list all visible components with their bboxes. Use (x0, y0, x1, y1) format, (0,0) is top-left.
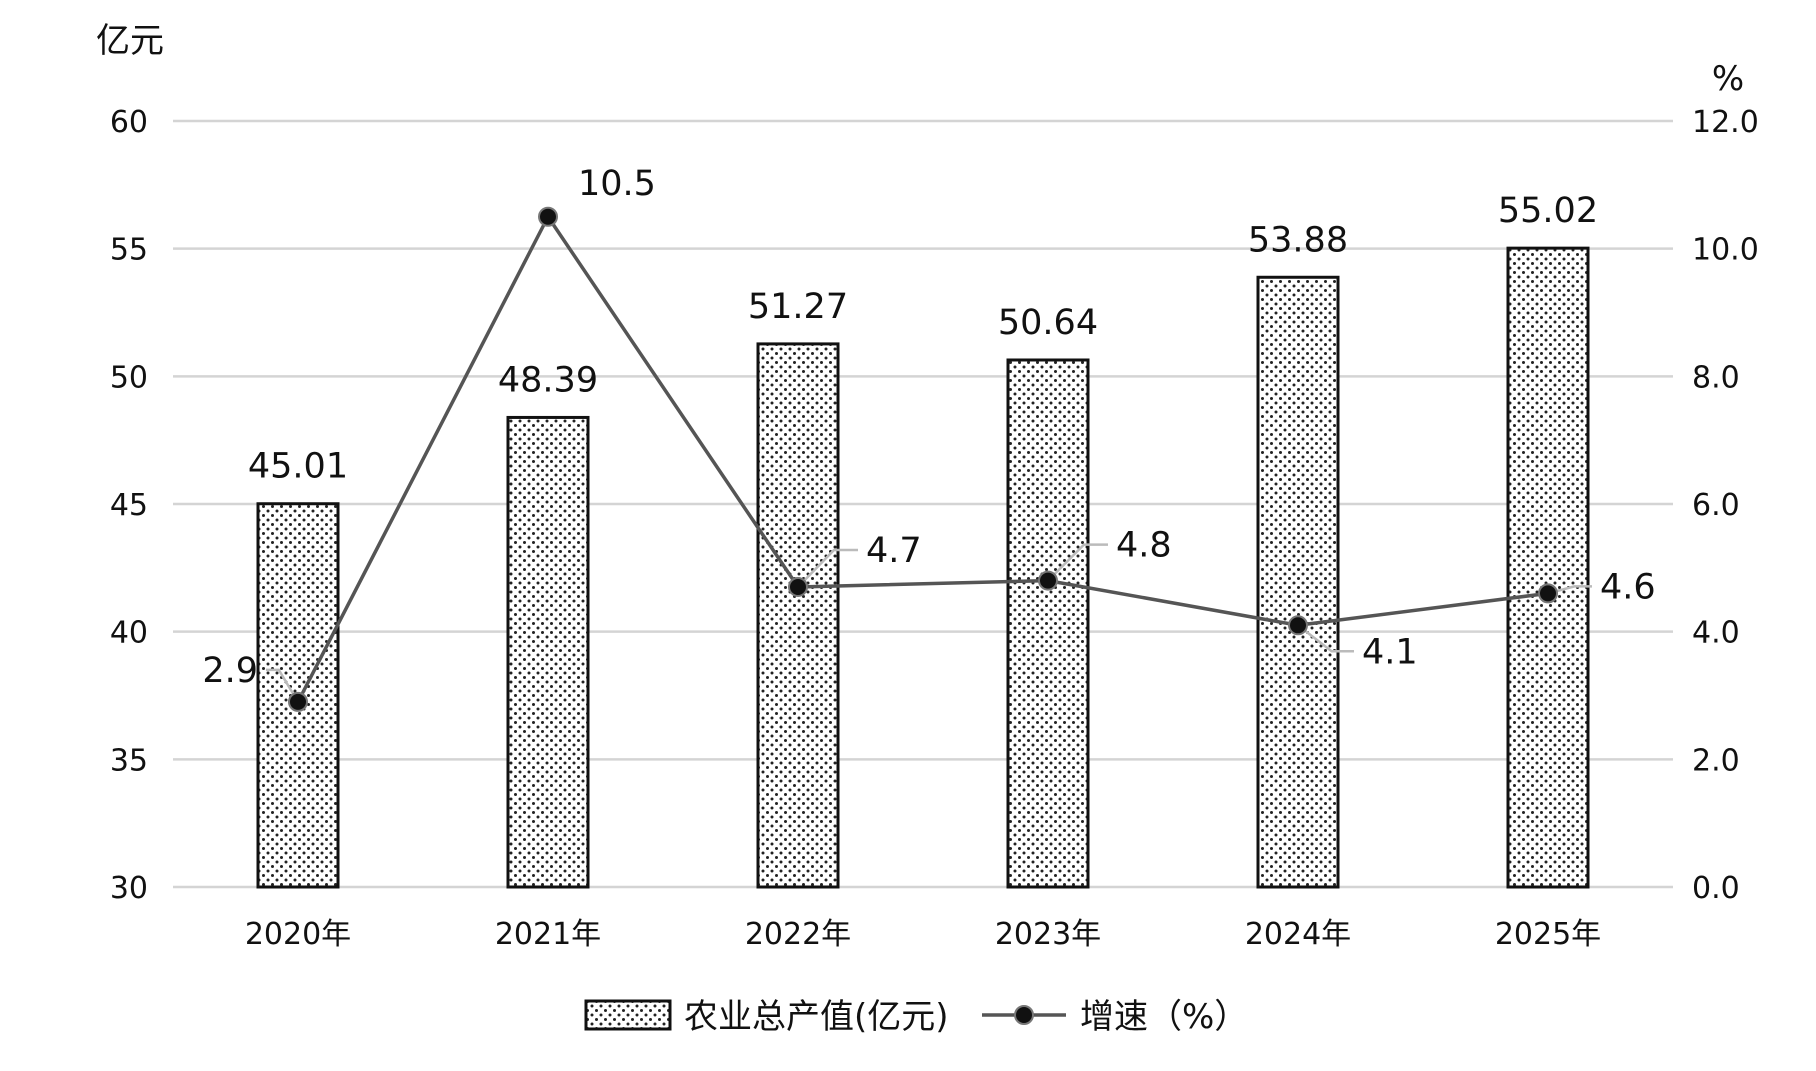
bar (1256, 275, 1340, 889)
bar-value-label: 53.88 (1248, 220, 1348, 260)
bar-value-label: 51.27 (748, 287, 848, 327)
right-tick-label: 8.0 (1692, 360, 1740, 395)
growth-marker (1538, 583, 1558, 604)
growth-marker (1038, 570, 1058, 591)
legend-line-label: 增速（%） (1080, 997, 1248, 1037)
gridlines (173, 119, 1673, 889)
legend: 农业总产值(亿元) 增速（%） (584, 997, 1248, 1037)
bar (756, 342, 840, 889)
left-axis-ticks: 30 35 40 45 50 55 60 (110, 105, 148, 906)
growth-value-label: 4.8 (1116, 526, 1172, 566)
x-tick-label: 2023年 (995, 917, 1101, 952)
left-axis-title: 亿元 (96, 21, 164, 61)
bar-series (256, 246, 1590, 889)
legend-bar-label: 农业总产值(亿元) (684, 997, 949, 1037)
right-tick-label: 12.0 (1692, 105, 1759, 140)
leader-line (266, 668, 300, 703)
growth-line-series (266, 206, 1592, 712)
growth-value-label: 4.6 (1600, 567, 1656, 607)
right-tick-label: 0.0 (1692, 871, 1740, 906)
x-tick-label: 2021年 (495, 917, 601, 952)
data-labels: 45.01 48.39 51.27 50.64 53.88 55.02 2.9 10.5 4.7… (202, 164, 1655, 691)
left-tick-label: 50 (110, 360, 148, 395)
bar (1506, 246, 1590, 889)
growth-value-label: 4.1 (1362, 632, 1418, 672)
right-tick-label: 2.0 (1692, 743, 1740, 778)
left-tick-label: 40 (110, 616, 148, 651)
growth-value-label: 10.5 (578, 164, 656, 204)
left-tick-label: 30 (110, 871, 148, 906)
left-tick-label: 60 (110, 105, 148, 140)
right-axis-ticks: 0.0 2.0 4.0 6.0 8.0 10.0 12.0 (1692, 105, 1759, 906)
left-tick-label: 45 (110, 488, 148, 523)
right-tick-label: 10.0 (1692, 233, 1759, 268)
x-axis-ticks: 2020年 2021年 2022年 2023年 2024年 2025年 (245, 917, 1601, 952)
bar (1006, 358, 1090, 889)
legend-line-marker (1014, 1005, 1034, 1025)
bar-value-label: 50.64 (998, 303, 1098, 343)
growth-marker (788, 576, 808, 597)
right-tick-label: 4.0 (1692, 616, 1740, 651)
growth-line (296, 215, 1549, 703)
left-tick-label: 35 (110, 743, 148, 778)
legend-bar-swatch (584, 999, 672, 1031)
right-axis-title: % (1712, 59, 1744, 99)
x-tick-label: 2020年 (245, 917, 351, 952)
left-tick-label: 55 (110, 233, 148, 268)
x-tick-label: 2025年 (1495, 917, 1601, 952)
leader-line (797, 548, 858, 588)
right-tick-label: 6.0 (1692, 488, 1740, 523)
bar-value-label: 55.02 (1498, 191, 1598, 231)
bar-value-label: 45.01 (248, 447, 348, 487)
growth-marker (1288, 615, 1308, 636)
bar-value-label: 48.39 (498, 360, 598, 400)
growth-value-label: 4.7 (866, 531, 922, 571)
leader-line (1297, 624, 1354, 653)
bar (506, 415, 590, 889)
growth-marker (538, 206, 558, 227)
x-tick-label: 2022年 (745, 917, 851, 952)
growth-marker (288, 691, 308, 712)
growth-value-label: 2.9 (202, 651, 258, 691)
leader-line (1047, 543, 1108, 582)
x-tick-label: 2024年 (1245, 917, 1351, 952)
